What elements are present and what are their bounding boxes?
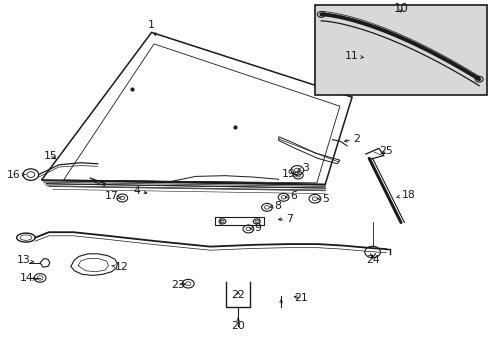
Text: 4: 4 — [133, 186, 146, 196]
Text: 17: 17 — [104, 191, 121, 201]
Text: 15: 15 — [43, 151, 57, 161]
Text: 19: 19 — [281, 169, 298, 179]
Text: 8: 8 — [269, 201, 280, 211]
Bar — [215, 217, 264, 225]
Text: 20: 20 — [231, 318, 244, 331]
Text: 22: 22 — [231, 290, 244, 300]
Text: 10: 10 — [393, 3, 407, 15]
Text: 14: 14 — [20, 273, 37, 283]
Text: 16: 16 — [7, 170, 25, 180]
Text: 11: 11 — [345, 51, 363, 61]
Text: 13: 13 — [17, 255, 33, 265]
Text: 1: 1 — [148, 20, 156, 36]
Text: 3: 3 — [297, 163, 308, 173]
Text: 2: 2 — [344, 134, 360, 144]
Text: 12: 12 — [111, 262, 128, 272]
Text: 5: 5 — [317, 194, 328, 204]
Text: 23: 23 — [171, 280, 185, 290]
Bar — [315, 5, 486, 95]
Text: 21: 21 — [294, 293, 307, 303]
Text: 6: 6 — [285, 191, 296, 201]
Text: 9: 9 — [249, 222, 261, 233]
Text: 7: 7 — [278, 213, 293, 224]
Text: 25: 25 — [379, 146, 392, 156]
Text: 24: 24 — [365, 255, 379, 265]
Text: 18: 18 — [396, 190, 414, 200]
